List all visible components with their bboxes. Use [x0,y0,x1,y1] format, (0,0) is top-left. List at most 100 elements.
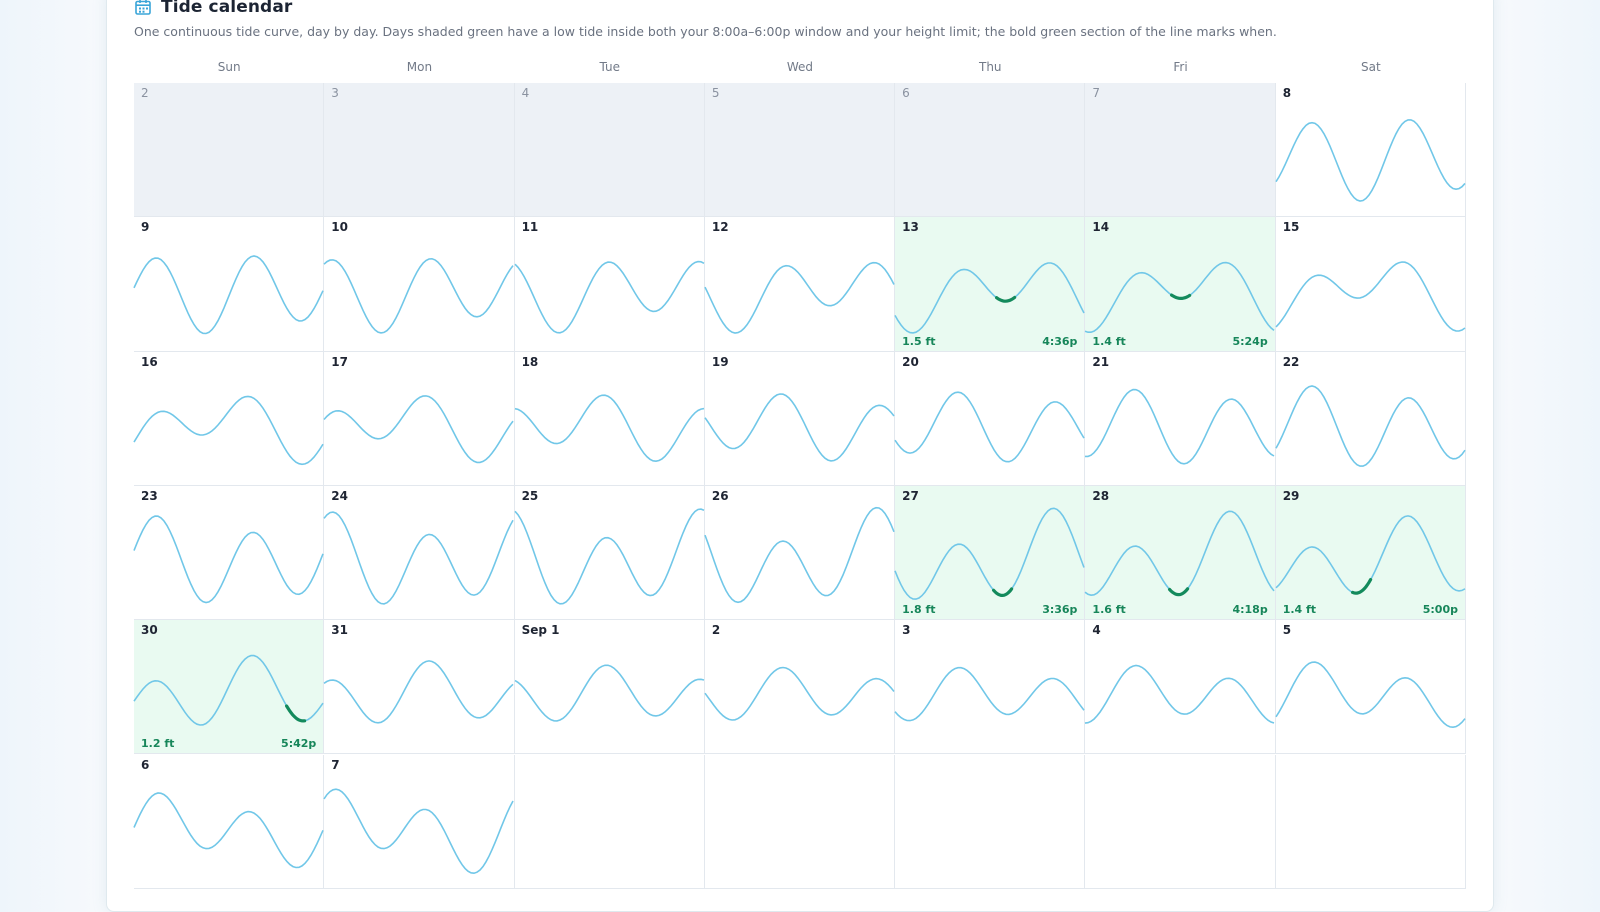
tide-curve [1275,261,1466,333]
calendar-day-cell[interactable]: 20 [894,351,1086,486]
day-number: 25 [521,488,539,503]
weekday-label: Sat [1360,60,1381,74]
tide-curve [1084,510,1276,597]
calendar-day-cell[interactable]: 30 1.2 ft 5:42p [133,620,325,755]
tide-curve-line [1275,661,1466,729]
day-number: 2 [141,86,149,100]
calendar-day-cell[interactable]: 14 1.4 ft 5:24p [1085,217,1276,352]
tide-curve-line [1275,384,1466,467]
tide-curve-line [514,664,704,722]
calendar-day-cell[interactable]: 2 [704,620,896,755]
tide-curve-line [894,390,1085,463]
weekday-header-row: Sun Mon Tue Wed Thu Fri Sat [134,60,1466,76]
day-number: 2 [711,623,721,638]
tide-curve-line [894,667,1085,722]
calendar-day-cell[interactable]: Sep 1 [514,620,705,755]
day-number: 7 [1092,86,1101,100]
day-number: 10 [331,220,348,235]
day-number: 22 [1282,354,1300,369]
calendar-day-cell[interactable]: 5 [704,83,896,218]
calendar-day-cell[interactable]: 23 [133,485,325,621]
weekday-label: Fri [1173,60,1188,74]
day-number: 17 [331,354,348,369]
tide-curve-line [894,507,1085,600]
day-number: 6 [902,86,910,100]
tide-curve-line [514,393,704,462]
calendar-day-cell[interactable]: 15 [1275,217,1466,352]
tide-curve [704,666,895,721]
calendar-day-cell[interactable]: 19 [704,351,896,486]
calendar-day-cell[interactable]: 22 [1275,351,1466,486]
tide-curve-line [704,666,895,721]
day-number: 21 [1092,354,1110,369]
calendar-day-cell[interactable]: 6 [895,83,1086,218]
calendar-day-cell[interactable]: 4 [514,83,705,218]
low-tide-window-highlight [995,296,1017,304]
calendar-day-cell[interactable]: 7 [1085,83,1276,218]
calendar-day-cell[interactable]: 24 [323,485,515,621]
calendar-day-cell[interactable]: 11 [513,217,705,352]
tide-curve-line [323,394,514,463]
tide-curve-line [323,258,514,335]
day-number: 11 [521,220,539,235]
calendar-day-cell[interactable]: 7 [323,754,515,889]
day-number: 5 [711,86,720,100]
day-number: 26 [711,488,729,503]
calendar-day-cell[interactable]: 31 [323,620,515,755]
low-tide-time: 3:36p [1042,603,1078,617]
calendar-day-cell[interactable]: 25 [513,485,705,621]
low-tide-time: 5:24p [1232,334,1268,348]
calendar-day-cell[interactable]: 13 1.5 ft 4:36p [894,217,1086,352]
day-number: 12 [711,220,729,235]
calendar-day-cell[interactable]: 10 [323,217,515,352]
low-tide-time: 5:42p [281,737,317,751]
tide-curve-line [704,392,895,462]
day-number: 15 [1282,220,1300,235]
tide-curve [514,664,704,722]
tide-curve [1275,384,1466,467]
tide-curve [1085,262,1275,334]
tide-curve [1085,664,1275,725]
calendar-day-cell[interactable]: 6 [133,754,325,889]
calendar-day-cell[interactable]: 3 [324,83,515,218]
day-number: 7 [331,757,340,772]
calendar-day-cell[interactable]: 27 1.8 ft 3:36p [894,485,1086,621]
tide-curve [323,787,514,874]
tide-curve-line [133,515,324,604]
low-tide-height: 1.6 ft [1092,603,1126,617]
tide-curve-line [1085,388,1275,465]
calendar-day-cell[interactable]: 18 [514,351,705,486]
weekday-label: Tue [599,60,620,74]
day-number: 27 [902,488,919,503]
tide-curve [894,262,1085,335]
tide-curve [894,390,1085,463]
day-number: 28 [1092,488,1110,503]
day-number: 23 [141,488,158,503]
calendar-day-cell[interactable]: 8 [1275,83,1466,218]
day-number: 4 [1092,623,1101,638]
calendar-day-cell[interactable]: 4 [1085,620,1276,755]
calendar-day-cell[interactable]: 12 [704,217,896,352]
calendar-empty-cell [704,754,896,889]
calendar-day-cell[interactable]: 17 [323,351,515,486]
tide-curve [1275,514,1466,595]
tide-curve-line [1084,510,1276,596]
calendar-day-cell[interactable]: 28 1.6 ft 4:18p [1084,485,1276,621]
tide-curve-line [1275,261,1466,333]
day-number: 14 [1092,220,1110,235]
tide-curve [1085,388,1275,465]
low-tide-time: 4:36p [1042,334,1078,348]
calendar-day-cell[interactable]: 16 [133,351,325,486]
tide-curve-line [704,506,895,604]
calendar-day-cell[interactable]: 3 [894,620,1086,755]
calendar-day-cell[interactable]: 21 [1085,351,1276,486]
calendar-day-cell[interactable]: 2 [134,83,325,218]
weekday-label: Thu [978,60,1002,74]
low-tide-window-highlight [285,704,307,723]
calendar-day-cell[interactable]: 29 1.4 ft 5:00p [1275,485,1466,621]
calendar-day-cell[interactable]: 26 [704,485,896,621]
day-number: 24 [331,488,348,503]
calendar-day-cell[interactable]: 9 [133,217,325,352]
calendar-day-cell[interactable]: 5 [1275,620,1466,755]
tide-curve-line [133,395,324,465]
